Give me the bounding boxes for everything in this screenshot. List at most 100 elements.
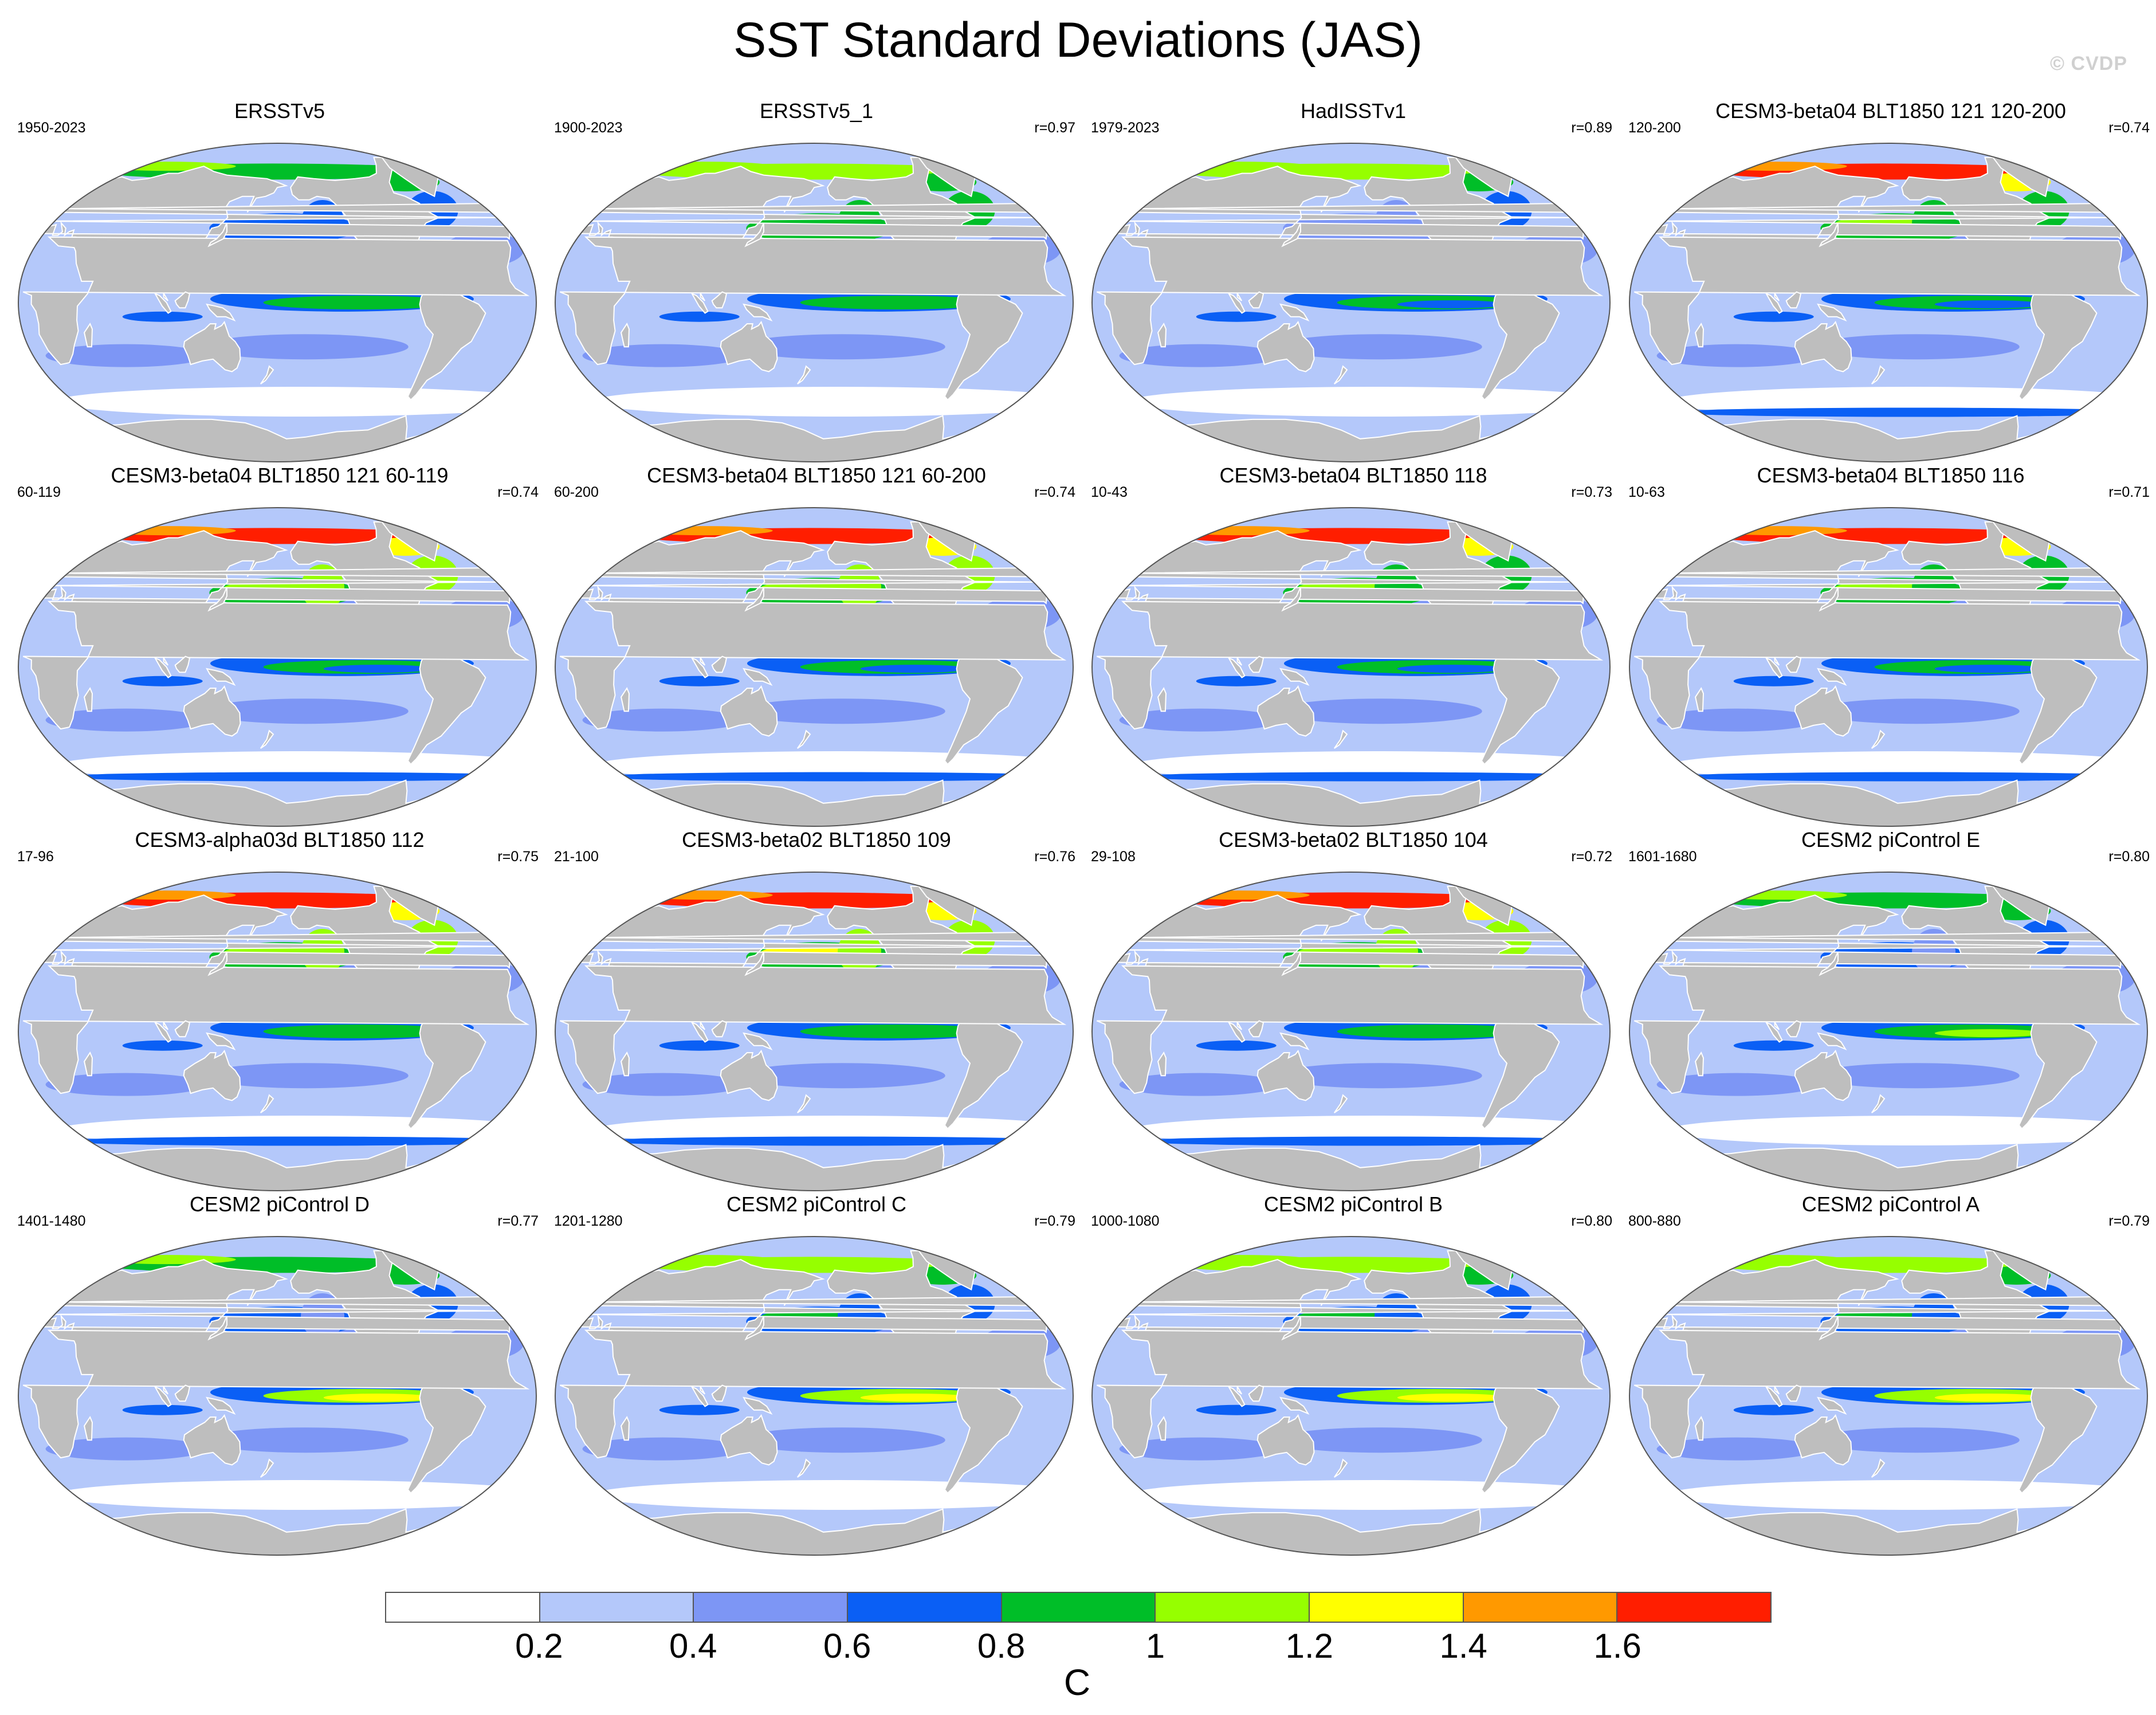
maritime-continent-streak (659, 1404, 740, 1415)
land-newzealand (260, 1458, 274, 1478)
map-outline (1091, 143, 1611, 462)
land-newguinea (743, 1396, 773, 1415)
indian-ocean-patch (582, 1437, 743, 1461)
panel-pattern-correlation: r=0.71 (2108, 484, 2150, 500)
land-japan (744, 587, 765, 612)
land-newzealand (1871, 365, 1886, 384)
indian-ocean-patch (1119, 1073, 1280, 1096)
map-outline (555, 1236, 1074, 1556)
indian-ocean-patch (1656, 708, 1817, 732)
southern-ocean-low-band (1129, 1479, 1610, 1510)
colorbar-tick-label: 0.2 (515, 1627, 563, 1665)
land-africa (22, 236, 530, 366)
land-newzealand (796, 1458, 811, 1478)
equatorial-pacific-core (860, 1394, 969, 1402)
equatorial-pacific-core (323, 665, 433, 673)
arctic-siberian-shelf (1709, 526, 1847, 536)
equatorial-pacific-core (1397, 1029, 1506, 1038)
panel-title: CESM3-beta02 BLT1850 109 (682, 828, 951, 851)
land-sumatra (1765, 1021, 1783, 1043)
land-africa (22, 1329, 530, 1459)
land-newguinea (1817, 668, 1847, 686)
sst-map (1629, 872, 2148, 1191)
indian-ocean-patch (45, 344, 206, 367)
colorbar-box (848, 1593, 1002, 1622)
panel-title: CESM2 piControl D (189, 1192, 370, 1216)
colorbar (385, 1592, 1772, 1623)
southern-ocean-ice-edge-band (1670, 772, 2147, 782)
indian-ocean-patch (45, 1073, 206, 1096)
land-japan (744, 951, 765, 976)
panel-title: CESM3-beta04 BLT1850 121 60-119 (111, 464, 449, 487)
arctic-siberian-shelf (1709, 890, 1847, 900)
sst-map (18, 507, 537, 827)
land-sumatra (1227, 657, 1246, 678)
arctic-siberian-shelf (635, 890, 773, 900)
land-borneo (174, 291, 191, 309)
southern-ocean-low-band (592, 1479, 1073, 1510)
panel-title: HadISSTv1 (1300, 99, 1407, 123)
land-newguinea (206, 1032, 236, 1050)
sst-map (18, 1236, 537, 1556)
maritime-continent-streak (1733, 311, 1814, 322)
land-borneo (711, 1020, 728, 1038)
panel-pattern-correlation: r=0.74 (2108, 120, 2150, 136)
land-newguinea (743, 668, 773, 686)
colorbar-tick-label: 1 (1145, 1627, 1165, 1665)
southern-ocean-ice-edge-band (1133, 772, 1610, 782)
map-panel: CESM2 piControl E 1601-1680 r=0.80 (1621, 827, 2156, 1191)
south-pacific-patch (1275, 698, 1482, 724)
land-australia (720, 685, 778, 737)
map-panel: CESM3-alpha03d BLT1850 112 17-96 r=0.75 (10, 827, 549, 1191)
arctic-siberian-shelf (98, 162, 236, 171)
land-africa (559, 965, 1067, 1094)
land-australia (1256, 1049, 1315, 1101)
panel-pattern-correlation: r=0.72 (1571, 849, 1612, 865)
map-outline (555, 143, 1074, 462)
panel-years: 1950-2023 (17, 120, 86, 136)
arctic-siberian-shelf (1172, 162, 1310, 171)
arctic-siberian-shelf (1709, 1255, 1847, 1265)
equatorial-pacific-core (1397, 665, 1506, 673)
maritime-continent-streak (1196, 1404, 1277, 1415)
land-newzealand (1333, 1094, 1348, 1113)
south-pacific-patch (739, 1063, 945, 1089)
land-japan (744, 222, 765, 248)
arctic-siberian-shelf (1172, 526, 1310, 536)
maritime-continent-streak (1733, 1404, 1814, 1415)
panel-years: 1601-1680 (1628, 849, 1697, 865)
panel-years: 1000-1080 (1091, 1213, 1160, 1229)
land-borneo (174, 656, 191, 673)
land-borneo (711, 1384, 728, 1402)
land-madagascar (621, 686, 630, 712)
south-pacific-patch (1275, 1427, 1482, 1453)
land-madagascar (1695, 322, 1705, 348)
land-madagascar (1695, 1051, 1705, 1077)
sst-map (1091, 1236, 1611, 1556)
map-panel: CESM3-beta04 BLT1850 121 60-119 60-119 r=0… (10, 463, 549, 827)
sst-map (1091, 143, 1611, 462)
land-newzealand (260, 365, 274, 384)
indian-ocean-patch (1656, 344, 1817, 367)
panel-years: 21-100 (554, 849, 599, 865)
map-outline (1091, 507, 1611, 827)
southern-ocean-ice-edge-band (1670, 407, 2147, 417)
land-africa (1096, 601, 1604, 730)
map-outline (1091, 872, 1611, 1191)
land-borneo (174, 1020, 191, 1038)
land-newguinea (743, 303, 773, 321)
indian-ocean-patch (1119, 1437, 1280, 1461)
land-australia (1256, 320, 1315, 372)
panel-pattern-correlation: r=0.89 (1571, 120, 1612, 136)
watermark-text: © CVDP (2050, 53, 2127, 74)
equatorial-pacific-core (860, 665, 969, 673)
sst-map (555, 1236, 1074, 1556)
land-newguinea (206, 1396, 236, 1415)
equatorial-pacific-core (323, 300, 433, 309)
land-borneo (1248, 656, 1264, 673)
colorbar-tick-label: 0.6 (823, 1627, 871, 1665)
land-borneo (174, 1384, 191, 1402)
land-sumatra (690, 1021, 709, 1043)
land-australia (1256, 1414, 1315, 1466)
panel-title: CESM2 piControl A (1801, 1192, 1980, 1216)
